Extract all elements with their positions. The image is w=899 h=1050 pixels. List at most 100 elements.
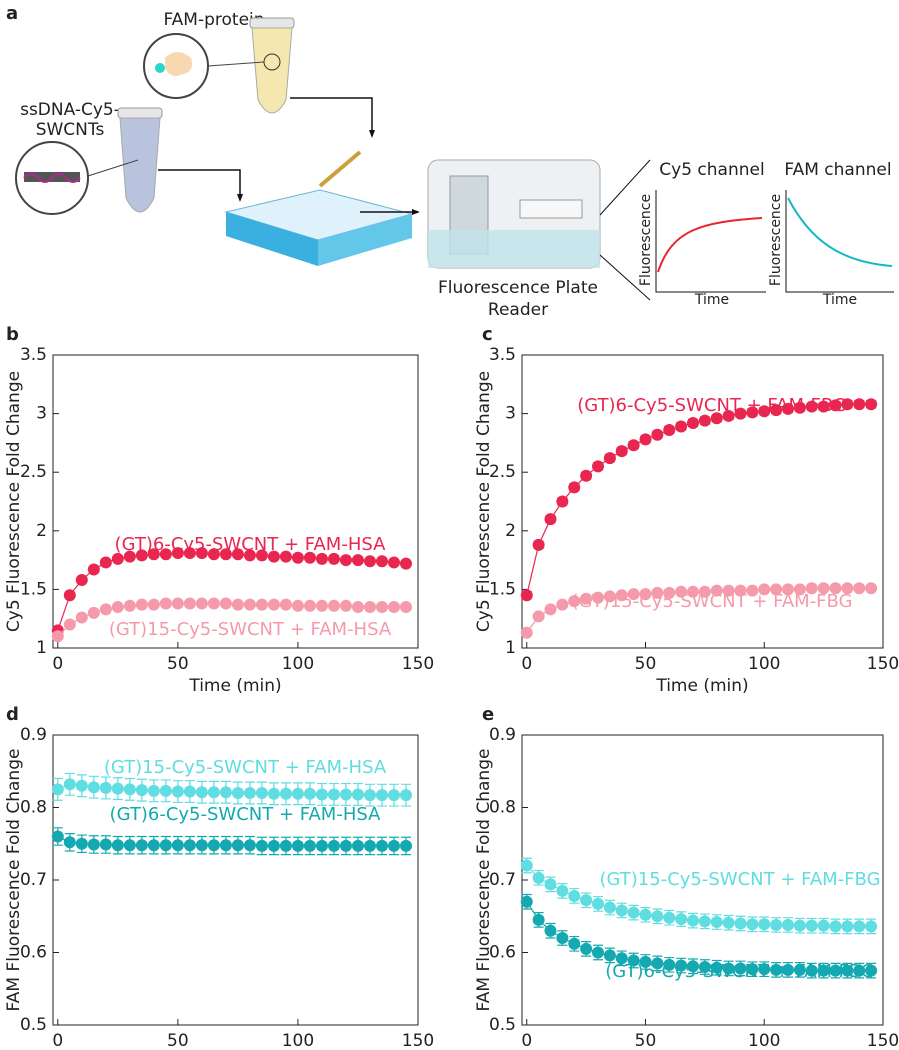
- marker: [544, 513, 557, 526]
- marker: [339, 554, 352, 567]
- marker: [817, 582, 830, 595]
- marker: [639, 588, 652, 601]
- marker: [722, 409, 735, 422]
- marker: [532, 538, 545, 551]
- marker: [734, 962, 747, 975]
- mini-ylabel: Fluorescence: [638, 194, 654, 286]
- y-tick-label: 1: [505, 638, 516, 658]
- marker: [627, 588, 640, 601]
- marker: [111, 552, 124, 565]
- mini-curve: [787, 197, 893, 267]
- marker: [279, 598, 292, 611]
- y-tick-label: 0.7: [20, 870, 47, 890]
- marker: [746, 918, 759, 931]
- series-label: (GT)6-Cy5-SWCNT + FAM-HSA: [110, 804, 382, 825]
- marker: [135, 839, 148, 852]
- swcnt-tube: [117, 107, 163, 213]
- marker: [387, 789, 400, 802]
- mini-xlabel: Time: [694, 292, 729, 308]
- marker: [339, 788, 352, 801]
- marker: [829, 920, 842, 933]
- marker: [279, 787, 292, 800]
- marker: [135, 784, 148, 797]
- marker: [87, 606, 100, 619]
- x-tick-label: 0: [521, 1031, 532, 1050]
- marker: [865, 582, 878, 595]
- marker: [255, 549, 268, 562]
- marker: [687, 914, 699, 927]
- marker: [615, 904, 628, 917]
- marker: [639, 908, 652, 921]
- marker: [87, 563, 100, 576]
- marker: [734, 917, 747, 930]
- marker: [829, 964, 842, 977]
- y-tick-label: 0.8: [20, 798, 47, 818]
- marker: [399, 600, 412, 613]
- marker: [663, 958, 676, 971]
- marker: [793, 401, 806, 414]
- series-label: (GT)15-Cy5-SWCNT + FAM-FBG: [599, 869, 880, 890]
- marker: [865, 964, 878, 977]
- marker: [544, 878, 557, 891]
- x-tick-label: 50: [635, 1031, 657, 1050]
- marker: [520, 859, 533, 872]
- arrow: [290, 97, 373, 136]
- marker: [219, 786, 232, 799]
- mini-axes: [655, 190, 766, 293]
- marker: [698, 585, 711, 598]
- y-tick-label: 2.5: [489, 462, 516, 482]
- marker: [375, 600, 388, 613]
- marker: [746, 406, 759, 419]
- marker: [651, 910, 664, 923]
- x-tick-label: 50: [167, 1031, 189, 1050]
- marker: [651, 586, 664, 599]
- marker: [183, 785, 196, 798]
- marker: [615, 952, 628, 965]
- marker: [770, 918, 783, 931]
- marker: [135, 598, 148, 611]
- marker: [663, 911, 676, 924]
- marker: [734, 407, 747, 420]
- marker: [351, 839, 364, 852]
- arrowhead: [412, 209, 420, 215]
- marker: [746, 963, 759, 976]
- marker: [532, 610, 545, 623]
- x-axis-label: Time (min): [655, 676, 748, 696]
- marker: [207, 597, 220, 610]
- well-plate: [224, 150, 414, 266]
- mini-title: FAM channel: [784, 160, 891, 180]
- marker: [865, 920, 878, 933]
- y-tick-label: 3: [36, 404, 47, 424]
- marker: [171, 547, 184, 560]
- zoom-line: [599, 254, 651, 301]
- marker: [303, 599, 316, 612]
- panel-letter: a: [6, 3, 18, 24]
- x-tick-label: 150: [402, 654, 434, 674]
- y-tick-label: 1: [36, 638, 47, 658]
- marker: [722, 916, 735, 929]
- marker: [75, 779, 88, 792]
- protein-label: FAM-protein: [163, 10, 264, 30]
- marker: [291, 551, 304, 564]
- marker: [327, 552, 340, 565]
- marker: [793, 919, 806, 932]
- marker: [375, 555, 388, 568]
- marker: [195, 839, 208, 852]
- marker: [627, 439, 640, 452]
- marker: [770, 963, 783, 976]
- marker: [111, 600, 124, 613]
- marker: [183, 547, 196, 560]
- marker: [75, 837, 88, 850]
- marker: [603, 452, 616, 465]
- marker: [580, 592, 593, 605]
- marker: [580, 942, 593, 955]
- marker: [568, 937, 581, 950]
- swcnt-label-1: ssDNA-Cy5-: [20, 100, 120, 120]
- marker: [399, 839, 412, 852]
- marker: [544, 924, 557, 937]
- marker: [243, 787, 256, 799]
- marker: [770, 583, 783, 596]
- y-tick-label: 3.5: [20, 345, 47, 365]
- marker: [207, 548, 220, 561]
